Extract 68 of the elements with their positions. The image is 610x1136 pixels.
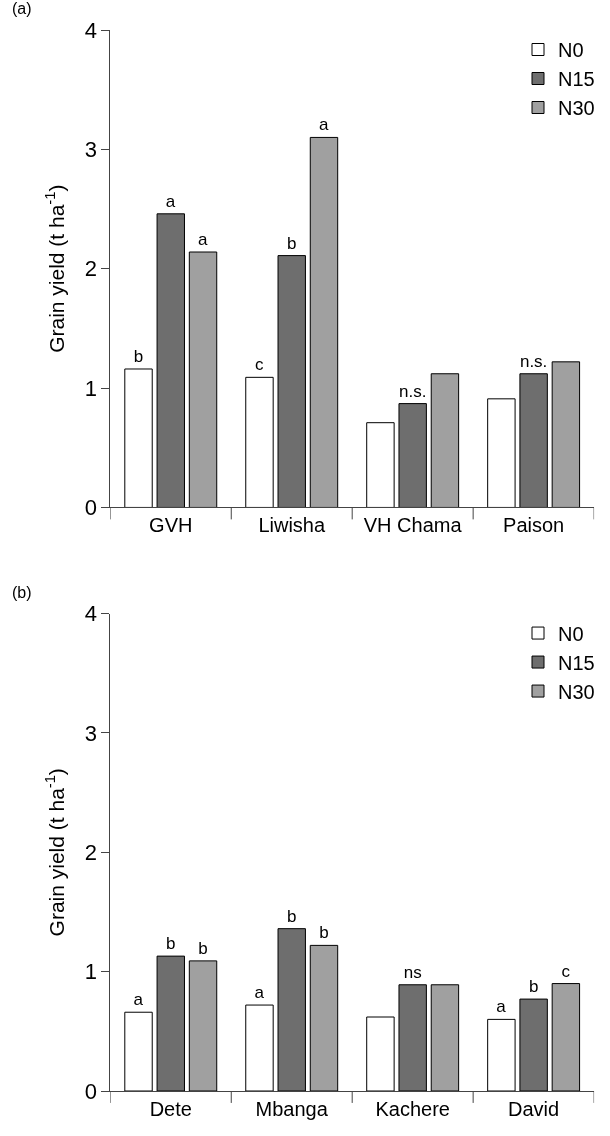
bar (551, 361, 581, 508)
bar (309, 944, 339, 1091)
data-label: b (319, 923, 329, 943)
data-label: b (528, 977, 539, 997)
bar (366, 1016, 395, 1091)
bar (519, 998, 548, 1091)
y-tick-label: 2 (84, 256, 97, 282)
x-tick-label: VH Chama (363, 514, 463, 537)
x-tick-label: Mbanga (255, 1098, 329, 1120)
y-tick-label: 2 (84, 839, 97, 865)
bar (156, 213, 185, 508)
data-label: a (198, 230, 209, 250)
bar (487, 1018, 516, 1091)
x-tick-label: David (508, 1098, 560, 1120)
data-label: a (496, 997, 507, 1017)
y-tick-label: 1 (84, 959, 97, 985)
y-tick-label: 0 (84, 495, 97, 521)
data-label: n.s. (519, 351, 548, 371)
bar (245, 376, 274, 508)
data-label: c (254, 355, 264, 375)
bar (309, 136, 339, 508)
legend-label: N15 (558, 651, 595, 674)
data-label: b (198, 938, 208, 958)
legend-label: N0 (558, 39, 584, 62)
data-label: c (561, 961, 571, 981)
bar (430, 373, 460, 508)
bar (277, 255, 306, 508)
data-label: b (286, 906, 297, 926)
x-tick-label: Paison (503, 514, 565, 537)
bar (430, 984, 460, 1091)
bar (245, 1004, 274, 1091)
chart-title: (a) (12, 0, 32, 17)
legend-label: N30 (558, 680, 595, 703)
bar (551, 983, 581, 1091)
data-label: b (166, 934, 176, 954)
y-tick-label: 1 (84, 375, 97, 401)
bar (519, 373, 548, 508)
bar (124, 1011, 153, 1091)
bar (277, 928, 306, 1091)
data-label: a (165, 191, 176, 211)
bar (188, 960, 218, 1091)
x-tick-label: GVH (149, 514, 193, 537)
y-tick-label: 3 (84, 720, 97, 746)
bar (188, 251, 218, 508)
data-label: a (254, 983, 265, 1003)
y-tick-label: 4 (84, 17, 97, 43)
legend-label: N0 (558, 622, 584, 645)
bar (124, 368, 153, 508)
bar (156, 955, 185, 1091)
bar (398, 984, 427, 1091)
legend-label: N30 (558, 97, 595, 120)
x-tick-label: Kachere (375, 1098, 450, 1120)
bar (398, 403, 427, 508)
data-label: a (133, 990, 144, 1010)
chart-title: (b) (12, 584, 32, 601)
legend-label: N15 (558, 68, 595, 91)
y-tick-label: 3 (84, 137, 97, 163)
x-tick-label: Liwisha (258, 514, 326, 537)
data-label: ns (403, 962, 422, 982)
y-tick-label: 0 (84, 1078, 97, 1104)
data-label: b (133, 346, 144, 366)
bar (487, 398, 516, 508)
data-label: a (318, 115, 329, 135)
x-tick-label: Dete (149, 1098, 192, 1120)
bar (366, 422, 395, 508)
y-tick-label: 4 (84, 601, 97, 627)
data-label: n.s. (398, 381, 427, 401)
data-label: b (286, 233, 297, 253)
